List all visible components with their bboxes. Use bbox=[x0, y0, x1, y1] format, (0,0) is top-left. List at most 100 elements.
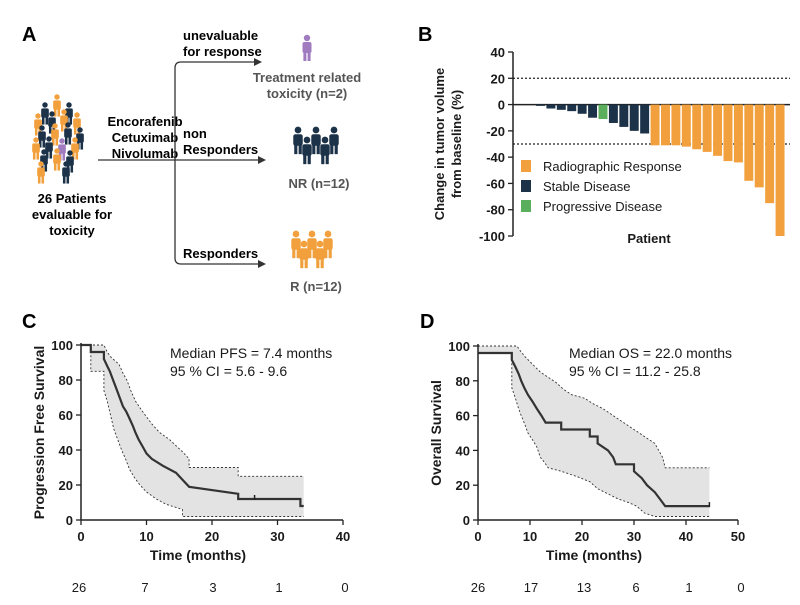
waterfall-bar bbox=[754, 104, 764, 188]
waterfall-bar bbox=[556, 104, 566, 110]
x-tick-label: 20 bbox=[575, 529, 589, 544]
y-tick-label: -60 bbox=[486, 176, 505, 191]
x-tick-label: 50 bbox=[731, 529, 745, 544]
x-axis-label: Patient bbox=[627, 231, 671, 246]
branch-mid-line2: Responders bbox=[183, 142, 258, 157]
person-leg bbox=[62, 175, 66, 184]
panel-a-letter: A bbox=[22, 24, 36, 46]
y-axis-label: Progression Free Survival bbox=[31, 346, 47, 520]
y-tick-label: -20 bbox=[486, 124, 505, 139]
person-head bbox=[330, 126, 338, 134]
person-head bbox=[303, 34, 311, 42]
waterfall-bar bbox=[567, 104, 577, 112]
branch-top-line1: unevaluable bbox=[183, 28, 258, 43]
person-leg bbox=[296, 248, 300, 259]
legend-label: Progressive Disease bbox=[543, 199, 662, 214]
person-body bbox=[71, 143, 79, 153]
waterfall-bar bbox=[629, 104, 639, 131]
person-leg bbox=[320, 258, 324, 269]
number-at-risk: 26 bbox=[471, 580, 485, 595]
y-tick-label: 100 bbox=[448, 339, 470, 354]
person-head bbox=[300, 240, 308, 248]
waterfall-bar bbox=[775, 104, 785, 236]
cohort-label-line1: 26 Patients bbox=[38, 191, 107, 206]
waterfall-bar bbox=[744, 104, 754, 181]
person-body bbox=[315, 248, 325, 260]
y-tick-label: 40 bbox=[59, 443, 73, 458]
number-at-risk: 17 bbox=[524, 580, 538, 595]
number-at-risk: 3 bbox=[209, 580, 216, 595]
person-leg bbox=[316, 258, 320, 269]
number-at-risk: 0 bbox=[341, 580, 348, 595]
branch-mid-line1: non bbox=[183, 126, 207, 141]
outcome-top-line1: Treatment related bbox=[253, 70, 361, 85]
waterfall-bar bbox=[692, 104, 702, 150]
number-at-risk: 1 bbox=[685, 580, 692, 595]
person-head bbox=[74, 112, 80, 118]
crowd-person-icon bbox=[37, 161, 45, 184]
person-leg bbox=[62, 152, 66, 161]
person-leg bbox=[292, 248, 296, 259]
y-tick-label: 40 bbox=[491, 45, 505, 60]
x-tick-label: 40 bbox=[679, 529, 693, 544]
waterfall-bar bbox=[588, 104, 598, 118]
cohort-label-line2: evaluable for bbox=[32, 207, 112, 222]
person-leg bbox=[316, 144, 320, 155]
number-at-risk: 7 bbox=[141, 580, 148, 595]
person-leg bbox=[55, 137, 59, 146]
person-body bbox=[320, 144, 330, 156]
person-icon bbox=[302, 34, 312, 61]
person-leg bbox=[71, 151, 75, 160]
person-head bbox=[54, 94, 60, 100]
waterfall-bar bbox=[671, 104, 681, 146]
person-body bbox=[51, 129, 59, 139]
arrow-heads bbox=[254, 58, 266, 268]
person-head bbox=[294, 126, 302, 134]
person-body bbox=[302, 144, 312, 156]
person-icon bbox=[291, 230, 301, 259]
treatment-line1: Encorafenib bbox=[107, 114, 182, 129]
person-body bbox=[329, 134, 339, 146]
waterfall-bar bbox=[702, 104, 712, 152]
crowd-person-icon bbox=[71, 137, 79, 160]
y-tick-label: 0 bbox=[463, 513, 470, 528]
x-tick-label: 20 bbox=[205, 529, 219, 544]
branch-bottom: Responders bbox=[183, 246, 258, 261]
person-head bbox=[65, 122, 71, 128]
person-leg bbox=[303, 154, 307, 165]
y-tick-label: 100 bbox=[51, 338, 73, 353]
responder-group-icon bbox=[291, 230, 333, 269]
person-head bbox=[46, 136, 52, 142]
person-body bbox=[58, 144, 66, 154]
waterfall-bar bbox=[713, 104, 723, 156]
survival-curve bbox=[81, 343, 304, 508]
cohort-label-line3: toxicity bbox=[49, 223, 95, 238]
person-icon bbox=[320, 136, 330, 165]
person-leg bbox=[294, 144, 298, 155]
y-tick-label: -40 bbox=[486, 150, 505, 165]
outcome-top-line2: toxicity (n=2) bbox=[267, 86, 348, 101]
x-tick-label: 30 bbox=[270, 529, 284, 544]
person-head bbox=[52, 123, 58, 129]
y-axis-label: Overall Survival bbox=[428, 380, 444, 486]
person-head bbox=[38, 161, 44, 167]
person-leg bbox=[312, 248, 316, 259]
person-leg bbox=[34, 127, 38, 136]
person-icon bbox=[293, 126, 303, 155]
person-head bbox=[35, 113, 41, 119]
crowd-person-icon bbox=[32, 137, 40, 160]
waterfall-bar bbox=[733, 104, 743, 163]
person-body bbox=[299, 248, 309, 260]
person-leg bbox=[38, 139, 42, 148]
person-head bbox=[39, 125, 45, 131]
person-leg bbox=[53, 162, 57, 171]
x-tick-label: 10 bbox=[139, 529, 153, 544]
y-tick-label: 20 bbox=[59, 478, 73, 493]
y-tick-label: 0 bbox=[498, 98, 505, 113]
crowd-person-icon bbox=[45, 136, 53, 159]
patient-crowd-icon bbox=[32, 94, 84, 184]
median-annotation: Median OS = 22.0 months bbox=[569, 345, 732, 361]
panel-d-letter: D bbox=[420, 311, 434, 333]
person-head bbox=[66, 102, 72, 108]
toxicity-person-icon bbox=[302, 34, 312, 61]
